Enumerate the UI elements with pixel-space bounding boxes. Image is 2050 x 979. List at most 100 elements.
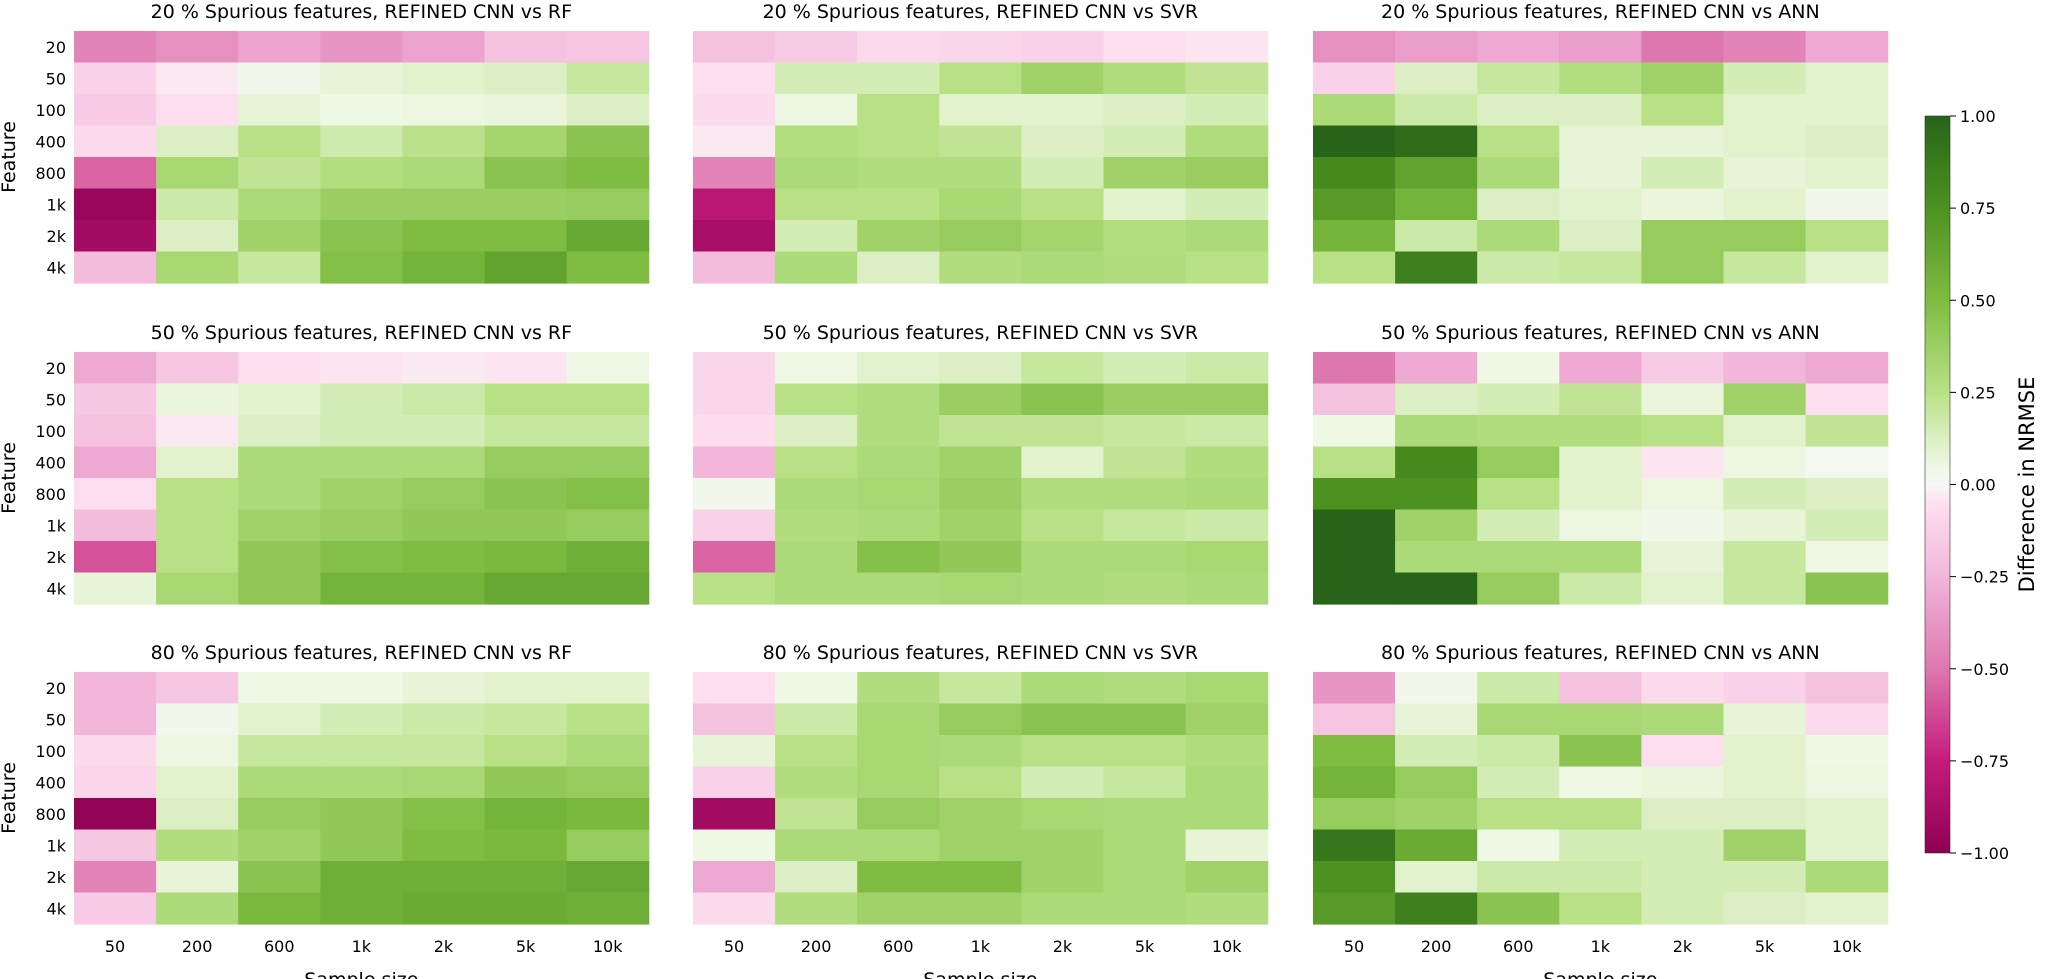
heatmap-cell bbox=[1641, 703, 1725, 736]
y-tick-label: 1k bbox=[47, 516, 67, 535]
heatmap-cell bbox=[939, 829, 1022, 862]
heatmap-cell bbox=[484, 892, 568, 925]
heatmap-cell bbox=[1185, 572, 1269, 605]
heatmap-cell bbox=[1477, 446, 1560, 479]
heatmap-cell bbox=[1805, 383, 1889, 416]
heatmap-cell bbox=[74, 94, 157, 127]
heatmap-cell bbox=[1021, 62, 1105, 95]
heatmap-cell bbox=[1313, 892, 1396, 925]
heatmap-panel: 50 % Spurious features, REFINED CNN vs A… bbox=[1313, 322, 1889, 605]
heatmap-cell bbox=[1805, 125, 1889, 158]
heatmap-cell bbox=[857, 735, 940, 768]
heatmap-cell bbox=[1477, 157, 1560, 190]
heatmap-cell bbox=[1805, 478, 1889, 511]
heatmap-panel: 20 % Spurious features, REFINED CNN vs A… bbox=[1313, 1, 1889, 284]
heatmap-cell bbox=[775, 157, 858, 190]
heatmap-cell bbox=[1021, 572, 1105, 605]
heatmap-cell bbox=[1313, 541, 1396, 574]
heatmap-cell bbox=[1395, 829, 1478, 862]
heatmap-cell bbox=[156, 220, 239, 253]
heatmap-cell bbox=[1559, 251, 1642, 284]
heatmap-cell bbox=[857, 251, 940, 284]
heatmap-cell bbox=[775, 703, 858, 736]
heatmap-cell bbox=[238, 188, 321, 221]
heatmap-cell bbox=[484, 672, 568, 705]
heatmap-cell bbox=[320, 94, 403, 127]
heatmap-cell bbox=[74, 672, 157, 705]
heatmap-cell bbox=[1641, 766, 1725, 799]
x-tick-label: 10k bbox=[1212, 937, 1242, 956]
heatmap-cell bbox=[74, 861, 157, 894]
heatmap-cell bbox=[238, 157, 321, 190]
heatmap-cell bbox=[1395, 352, 1478, 385]
heatmap-cell bbox=[402, 94, 486, 127]
y-tick-label: 50 bbox=[46, 710, 66, 729]
heatmap-cell bbox=[320, 157, 403, 190]
heatmap-cell bbox=[1103, 415, 1187, 448]
heatmap-cell bbox=[775, 188, 858, 221]
heatmap-cell bbox=[1559, 703, 1642, 736]
heatmap-cell bbox=[74, 509, 157, 542]
heatmap-cell bbox=[1723, 31, 1807, 64]
heatmap-cell bbox=[1395, 735, 1478, 768]
heatmap-cell bbox=[857, 352, 940, 385]
heatmap-cell bbox=[1805, 251, 1889, 284]
heatmap-cell bbox=[775, 672, 858, 705]
heatmap-cell bbox=[1641, 31, 1725, 64]
heatmap-cell bbox=[566, 672, 650, 705]
heatmap-cell bbox=[1723, 829, 1807, 862]
heatmap-panel: 50 % Spurious features, REFINED CNN vs R… bbox=[74, 322, 650, 605]
heatmap-cell bbox=[1185, 703, 1269, 736]
x-axis-title: Sample size bbox=[1543, 969, 1657, 979]
heatmap-cell bbox=[1313, 188, 1396, 221]
heatmap-panels: 20 % Spurious features, REFINED CNN vs R… bbox=[74, 1, 1889, 925]
heatmap-cell bbox=[857, 861, 940, 894]
heatmap-cell bbox=[1313, 672, 1396, 705]
x-tick-label: 50 bbox=[1344, 937, 1364, 956]
heatmap-cell bbox=[775, 509, 858, 542]
heatmap-cell bbox=[484, 251, 568, 284]
heatmap-cell bbox=[1477, 735, 1560, 768]
heatmap-cell bbox=[857, 62, 940, 95]
heatmap-cell bbox=[1103, 861, 1187, 894]
heatmap-cell bbox=[775, 94, 858, 127]
heatmap-cell bbox=[320, 861, 403, 894]
y-tick-label: 800 bbox=[35, 164, 66, 183]
heatmap-cell bbox=[74, 188, 157, 221]
heatmap-cell bbox=[939, 478, 1022, 511]
heatmap-cell bbox=[775, 352, 858, 385]
heatmap-cell bbox=[1723, 572, 1807, 605]
colorbar-tick-label: −1.00 bbox=[1960, 844, 2009, 863]
heatmap-cell bbox=[857, 509, 940, 542]
heatmap-cell bbox=[320, 188, 403, 221]
x-tick-label: 1k bbox=[971, 937, 991, 956]
heatmap-cell bbox=[484, 446, 568, 479]
heatmap-cell bbox=[1021, 31, 1105, 64]
x-tick-label: 2k bbox=[434, 937, 454, 956]
heatmap-cell bbox=[1103, 798, 1187, 831]
heatmap-cell bbox=[775, 415, 858, 448]
heatmap-cell bbox=[1559, 861, 1642, 894]
heatmap-panel: 20 % Spurious features, REFINED CNN vs S… bbox=[693, 1, 1269, 284]
heatmap-cell bbox=[1185, 188, 1269, 221]
heatmap-cell bbox=[156, 541, 239, 574]
heatmap-cell bbox=[238, 125, 321, 158]
heatmap-cell bbox=[1021, 829, 1105, 862]
heatmap-cell bbox=[1395, 31, 1478, 64]
heatmap-cell bbox=[857, 478, 940, 511]
heatmap-cell bbox=[1723, 383, 1807, 416]
heatmap-cell bbox=[1477, 861, 1560, 894]
heatmap-cell bbox=[1395, 478, 1478, 511]
heatmap-cell bbox=[74, 735, 157, 768]
heatmap-cell bbox=[1559, 446, 1642, 479]
y-tick-label: 2k bbox=[47, 548, 67, 567]
heatmap-cell bbox=[693, 735, 776, 768]
y-tick-label: 1k bbox=[47, 836, 67, 855]
heatmap-cell bbox=[156, 766, 239, 799]
heatmap-cell bbox=[1185, 125, 1269, 158]
heatmap-cell bbox=[156, 892, 239, 925]
heatmap-cell bbox=[1185, 62, 1269, 95]
heatmap-cell bbox=[1103, 62, 1187, 95]
heatmap-cell bbox=[320, 251, 403, 284]
heatmap-cell bbox=[1723, 541, 1807, 574]
